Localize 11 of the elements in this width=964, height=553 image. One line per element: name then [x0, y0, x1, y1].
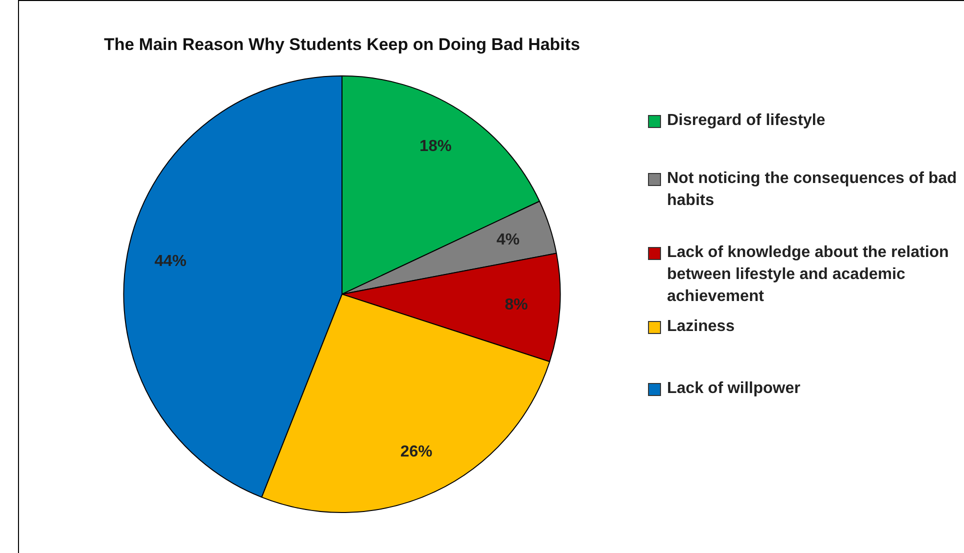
data-label: 4% — [496, 232, 520, 249]
legend-label: Not noticing the consequences of bad habits — [667, 169, 958, 211]
data-label: 44% — [154, 252, 186, 270]
data-label: 26% — [400, 444, 432, 461]
data-label: 8% — [504, 296, 528, 314]
legend-label: Disregard of lifestyle — [667, 111, 826, 131]
legend-label: Lack of willpower — [667, 379, 800, 399]
legend-label: Lack of knowledge about the relation between lifestyle and academic achievement — [667, 243, 950, 307]
chart-title: The Main Reason Why Students Keep on Doing Bad Habits — [104, 34, 580, 54]
legend-label: Laziness — [667, 317, 735, 337]
data-label: 18% — [420, 138, 452, 156]
